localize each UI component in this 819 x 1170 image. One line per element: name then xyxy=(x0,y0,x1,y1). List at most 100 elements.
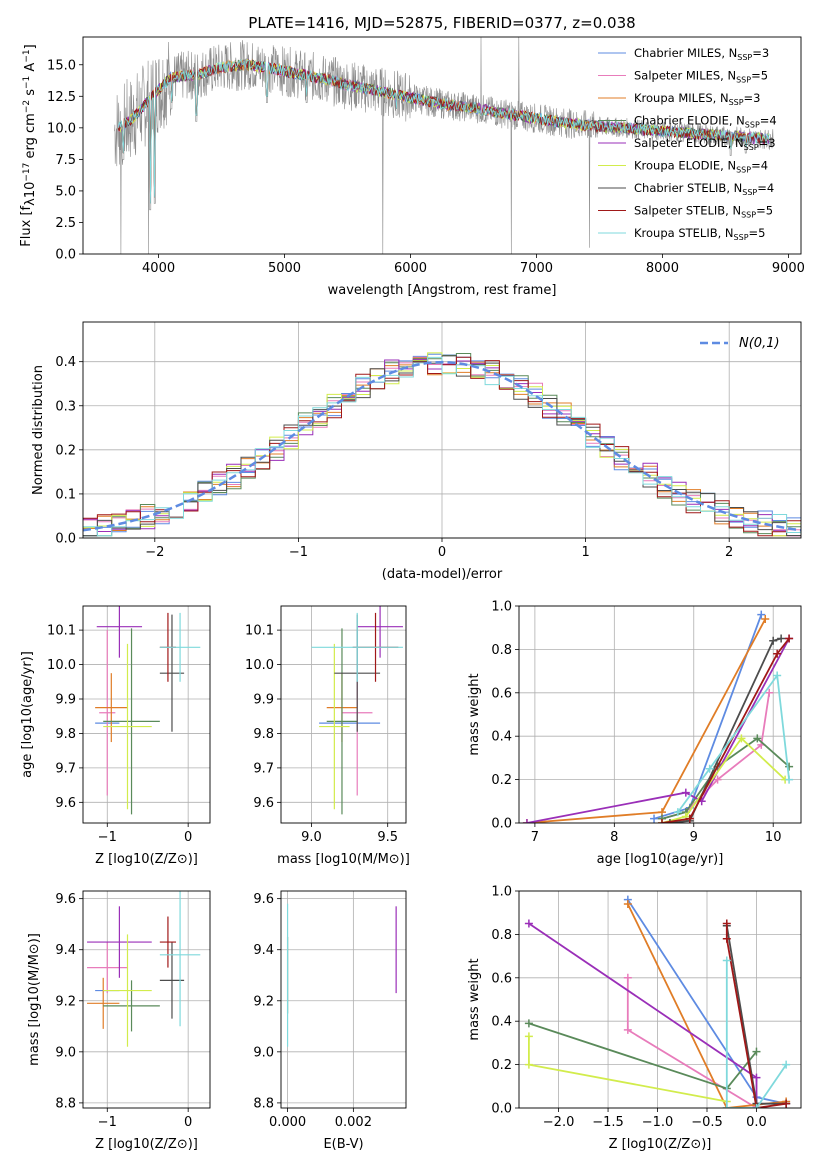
point-marker-chabrier_elodie xyxy=(752,1047,761,1056)
x-axis-label: wavelength [Angstrom, rest frame] xyxy=(328,283,557,298)
x-tick-label: −1.5 xyxy=(592,1115,624,1130)
y-tick-label: 0.8 xyxy=(491,928,512,943)
y-tick-label: 9.7 xyxy=(55,761,76,776)
x-tick-label: 5000 xyxy=(268,261,301,276)
x-tick-label: −1.0 xyxy=(642,1115,674,1130)
axes-frame xyxy=(82,605,211,824)
series-line-salpeter_elodie xyxy=(526,638,790,823)
y-tick-label: 1.0 xyxy=(491,885,512,900)
x-tick-label: 0 xyxy=(438,545,446,560)
x-tick-label: −2 xyxy=(145,545,164,560)
point-marker-salpeter_stelib xyxy=(722,919,731,928)
age-vs-z-panel: −1 0 9.6 9.7 9.8 9.9 10.0 10.1 Z [log10(Z/Z⊙)] ag… xyxy=(20,605,211,867)
y-tick-label: 0.2 xyxy=(491,773,512,788)
x-axis-label: age [log10(age/yr)] xyxy=(597,852,724,867)
point-marker-kroupa_stelib xyxy=(673,808,682,817)
histogram-kroupa_stelib xyxy=(83,356,801,537)
x-axis-label: mass [log10(M/M⊙)] xyxy=(277,852,410,867)
point-marker-chabrier_stelib xyxy=(769,636,778,645)
y-tick-label: 9.0 xyxy=(253,1045,274,1060)
legend-label: Chabrier MILES, NSSP=3 xyxy=(634,46,769,62)
y-tick-label: 8.8 xyxy=(253,1096,274,1111)
series-line-chabrier_elodie xyxy=(528,1022,758,1090)
axes-frame xyxy=(280,890,407,1109)
x-tick-label: 0 xyxy=(184,1115,192,1130)
y-tick-label: 9.9 xyxy=(253,693,274,708)
legend-label: Salpeter ELODIE, NSSP=3 xyxy=(634,136,776,152)
x-tick-label: 8000 xyxy=(646,261,679,276)
y-tick-label: 2.5 xyxy=(55,216,76,231)
point-marker-chabrier_stelib xyxy=(665,819,674,823)
point-marker-salpeter_stelib xyxy=(773,649,782,658)
axes-frame xyxy=(518,890,802,1109)
legend-label: Kroupa MILES, NSSP=3 xyxy=(634,91,761,107)
x-tick-label: 9 xyxy=(690,830,698,845)
point-marker-salpeter_stelib xyxy=(782,1099,791,1108)
y-axis-label: Normed distribution xyxy=(31,365,46,495)
series-line-kroupa_stelib xyxy=(725,960,787,1108)
series xyxy=(522,610,794,823)
y-axis-label: age [log10(age/yr)] xyxy=(20,651,35,778)
legend-label: Chabrier STELIB, NSSP=4 xyxy=(634,181,774,197)
y-tick-label: 9.2 xyxy=(55,994,76,1009)
spectrum-panel: 4000 5000 6000 7000 8000 9000 0.0 2.5 5.0 7.5 10.0… xyxy=(19,14,805,298)
y-tick-label: 9.7 xyxy=(253,761,274,776)
y-tick-label: 8.8 xyxy=(55,1096,76,1111)
point-marker-salpeter_stelib xyxy=(785,634,794,643)
series-line-salpeter_elodie xyxy=(528,922,758,1108)
point-marker-kroupa_stelib xyxy=(705,764,714,773)
y-tick-label: 7.5 xyxy=(55,153,76,168)
points xyxy=(95,606,201,815)
y-tick-label: 9.6 xyxy=(253,796,274,811)
x-tick-label: 10 xyxy=(765,830,782,845)
y-tick-label: 9.2 xyxy=(253,994,274,1009)
point-marker-salpeter_stelib xyxy=(722,934,731,943)
y-tick-label: 10.1 xyxy=(47,624,76,639)
legend-label: Salpeter MILES, NSSP=5 xyxy=(634,69,768,85)
y-tick-label: 9.4 xyxy=(253,943,274,958)
point-marker-kroupa_stelib xyxy=(773,671,782,680)
y-tick-label: 1.0 xyxy=(491,600,512,615)
y-axis-label: mass weight xyxy=(467,673,482,755)
y-tick-label: 0.0 xyxy=(55,248,76,263)
y-axis-label: mass weight xyxy=(467,958,482,1040)
x-tick-label: −1 xyxy=(98,1115,117,1130)
axes-frame xyxy=(518,605,802,824)
point-marker-chabrier_elodie xyxy=(785,762,794,771)
y-tick-label: 10.0 xyxy=(47,121,76,136)
x-tick-label: −1 xyxy=(289,545,308,560)
y-tick-label: 0.0 xyxy=(491,817,512,832)
x-tick-label: 7 xyxy=(531,830,539,845)
y-tick-label: 0.2 xyxy=(55,443,76,458)
series-line-kroupa_stelib xyxy=(677,672,790,813)
y-tick-label: 12.5 xyxy=(47,90,76,105)
legend: Chabrier MILES, NSSP=3 Salpeter MILES, NS… xyxy=(598,46,777,242)
model-line-kroupa_stelib xyxy=(117,58,770,204)
histogram-kroupa_elodie xyxy=(83,352,801,537)
axes-frame xyxy=(82,321,802,539)
y-tick-label: 0.4 xyxy=(55,355,76,370)
weight-vs-z-panel: −2.0 −1.5 −1.0 −0.5 0.0 0.0 0.2 0.4 0.6 0.8 1.0 Z [… xyxy=(467,885,802,1152)
y-tick-label: 5.0 xyxy=(55,184,76,199)
chart-title: PLATE=1416, MJD=52875, FIBERID=0377, z=0… xyxy=(248,14,635,32)
points xyxy=(286,903,397,1047)
point-marker-kroupa_stelib xyxy=(722,956,731,965)
point-marker-salpeter_miles xyxy=(623,1025,632,1034)
axes-frame xyxy=(82,890,211,1109)
x-axis-label: Z [log10(Z/Z⊙)] xyxy=(95,852,198,867)
point-marker-salpeter_elodie xyxy=(752,1073,761,1082)
point-marker-kroupa_elodie xyxy=(524,1032,533,1041)
y-axis-label: mass [log10(M/M⊙)] xyxy=(27,933,42,1066)
series-line-salpeter_stelib xyxy=(725,923,787,1108)
x-tick-label: 9000 xyxy=(772,261,805,276)
x-axis-label: E(B-V) xyxy=(323,1137,363,1152)
legend-label: Chabrier ELODIE, NSSP=4 xyxy=(634,114,777,130)
point-marker-kroupa_elodie xyxy=(737,734,746,743)
points xyxy=(311,606,403,815)
x-axis-label: Z [log10(Z/Z⊙)] xyxy=(95,1137,198,1152)
axes-frame xyxy=(82,36,802,255)
x-axis-label: Z [log10(Z/Z⊙)] xyxy=(609,1137,712,1152)
weight-vs-age-panel: 7 8 9 10 0.0 0.2 0.4 0.6 0.8 1.0 age [log10(age/yr… xyxy=(467,600,802,867)
x-tick-label: 1 xyxy=(581,545,589,560)
x-tick-label: 0 xyxy=(184,830,192,845)
